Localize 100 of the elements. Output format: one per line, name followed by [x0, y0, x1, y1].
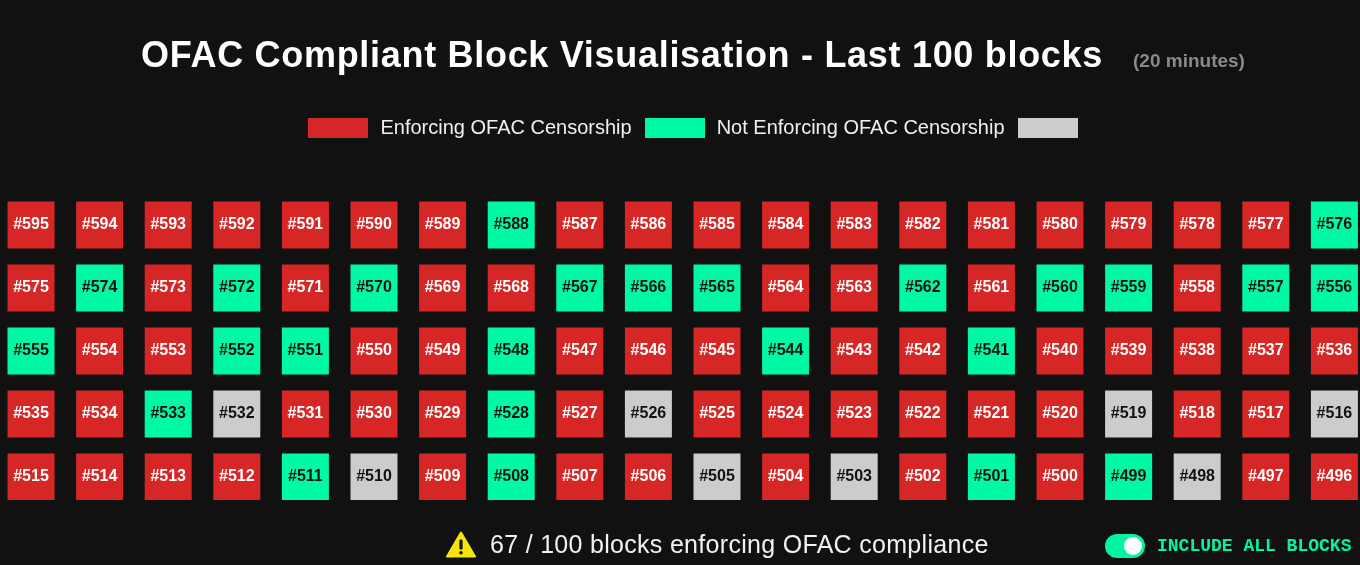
data-label: #496 — [1316, 467, 1353, 484]
data-label: #588 — [493, 215, 530, 232]
data-label: #544 — [767, 341, 804, 358]
data-label: #512 — [219, 467, 255, 484]
data-label: #533 — [150, 404, 187, 421]
data-label: #562 — [905, 278, 941, 295]
data-label: #524 — [767, 404, 804, 421]
data-label: #537 — [1248, 341, 1284, 358]
data-label: #573 — [150, 278, 187, 295]
data-label: #526 — [630, 404, 667, 421]
data-label: #553 — [150, 341, 187, 358]
data-label: #558 — [1179, 278, 1216, 295]
data-label: #568 — [493, 278, 530, 295]
data-label: #582 — [905, 215, 941, 232]
data-label: #559 — [1110, 278, 1147, 295]
data-label: #506 — [630, 467, 667, 484]
data-label: #548 — [493, 341, 530, 358]
data-label: #567 — [562, 278, 598, 295]
data-label: #552 — [219, 341, 255, 358]
data-label: #569 — [424, 278, 461, 295]
data-label: #587 — [562, 215, 598, 232]
data-label: #511 — [288, 467, 323, 484]
data-label: #547 — [562, 341, 598, 358]
data-label: #564 — [767, 278, 804, 295]
data-label: #497 — [1248, 467, 1284, 484]
data-label: #585 — [699, 215, 735, 232]
data-label: #579 — [1110, 215, 1147, 232]
data-label: #550 — [356, 341, 392, 358]
data-label: #532 — [219, 404, 255, 421]
data-label: #498 — [1179, 467, 1216, 484]
data-label: #555 — [13, 341, 49, 358]
data-label: #574 — [81, 278, 118, 295]
data-label: #504 — [767, 467, 804, 484]
data-label: #586 — [630, 215, 667, 232]
data-label: #545 — [699, 341, 735, 358]
data-label: #570 — [356, 278, 392, 295]
data-label: #521 — [973, 404, 1010, 421]
data-label: #578 — [1179, 215, 1216, 232]
data-label: #581 — [973, 215, 1010, 232]
data-label: #590 — [356, 215, 392, 232]
data-label: #565 — [699, 278, 735, 295]
chart-subtitle: (20 minutes) — [1133, 50, 1245, 72]
data-label: #500 — [1042, 467, 1078, 484]
data-label: #546 — [630, 341, 667, 358]
data-label: #536 — [1316, 341, 1353, 358]
data-label: #527 — [562, 404, 598, 421]
data-label: #516 — [1316, 404, 1353, 421]
data-label: #522 — [905, 404, 941, 421]
data-label: #584 — [767, 215, 804, 232]
data-label: #594 — [81, 215, 118, 232]
data-label: #589 — [424, 215, 461, 232]
data-label: #561 — [973, 278, 1010, 295]
data-label: #566 — [630, 278, 667, 295]
data-label: #513 — [150, 467, 187, 484]
data-label: #575 — [13, 278, 49, 295]
data-label: #540 — [1042, 341, 1078, 358]
text: INCLUDE ALL BLOCKS — [1157, 536, 1352, 556]
data-label: #576 — [1316, 215, 1353, 232]
data-label: #591 — [287, 215, 324, 232]
data-label: #592 — [219, 215, 255, 232]
data-label: #543 — [836, 341, 873, 358]
data-label: #572 — [219, 278, 255, 295]
data-label: #539 — [1110, 341, 1147, 358]
data-label: #542 — [905, 341, 941, 358]
data-label: #583 — [836, 215, 873, 232]
data-label: #502 — [905, 467, 941, 484]
data-label: #556 — [1316, 278, 1353, 295]
data-label: #507 — [562, 467, 598, 484]
data-label: #510 — [356, 467, 392, 484]
data-label: #515 — [13, 467, 49, 484]
data-label: #505 — [699, 467, 735, 484]
chart-title: OFAC Compliant Block Visualisation - Last 100 blocks — [141, 34, 1104, 76]
data-label: #499 — [1110, 467, 1147, 484]
data-label: #503 — [836, 467, 873, 484]
data-label: #563 — [836, 278, 873, 295]
data-label: #519 — [1110, 404, 1147, 421]
data-label: #571 — [287, 278, 324, 295]
data-label: #595 — [13, 215, 49, 232]
data-label: #517 — [1248, 404, 1284, 421]
data-label: #508 — [493, 467, 530, 484]
data-label: #518 — [1179, 404, 1216, 421]
data-label: #501 — [973, 467, 1010, 484]
data-label: #577 — [1248, 215, 1284, 232]
data-label: #541 — [973, 341, 1010, 358]
data-label: #554 — [81, 341, 118, 358]
data-label: #535 — [13, 404, 49, 421]
data-label: #593 — [150, 215, 187, 232]
legend-label: Enforcing OFAC Censorship — [380, 116, 632, 139]
data-label: #530 — [356, 404, 392, 421]
data-label: #514 — [81, 467, 118, 484]
data-label: #538 — [1179, 341, 1216, 358]
data-label: #525 — [699, 404, 735, 421]
data-label: #551 — [287, 341, 324, 358]
data-label: #580 — [1042, 215, 1078, 232]
data-label: #531 — [287, 404, 324, 421]
data-label: #534 — [81, 404, 118, 421]
legend-label: Not Enforcing OFAC Censorship — [716, 116, 1005, 139]
text: 67 / 100 blocks enforcing OFAC compliance — [490, 530, 989, 559]
data-label: #529 — [424, 404, 461, 421]
data-label: #557 — [1248, 278, 1284, 295]
